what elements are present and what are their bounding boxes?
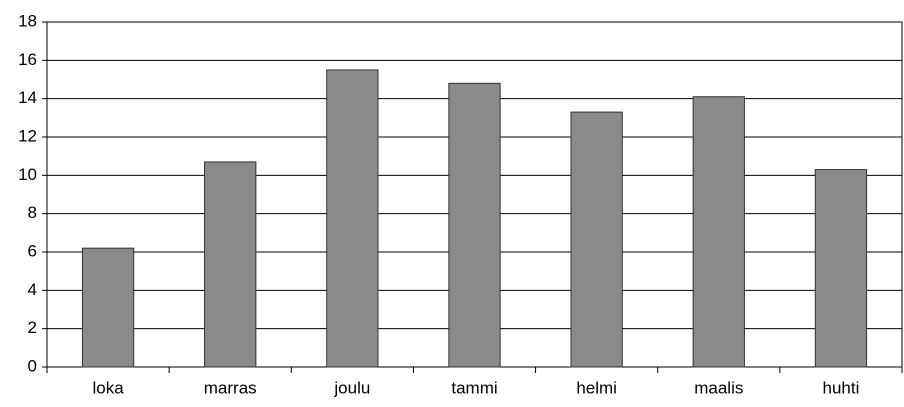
bar <box>570 111 623 368</box>
x-tick-label: helmi <box>576 378 617 397</box>
x-tick-label: maalis <box>694 378 743 397</box>
bar <box>814 169 868 368</box>
y-tick-label: 8 <box>28 203 37 222</box>
bar <box>692 96 745 368</box>
y-tick-label: 4 <box>28 280 37 299</box>
y-tick-label: 12 <box>18 126 37 145</box>
y-tick-label: 18 <box>18 11 37 30</box>
y-tick-label: 6 <box>28 241 37 260</box>
x-tick-label: marras <box>204 378 257 397</box>
y-tick-label: 14 <box>18 88 37 107</box>
bar <box>448 82 501 368</box>
bar <box>81 247 135 368</box>
x-tick-label: joulu <box>333 378 370 397</box>
x-tick-label: huhti <box>822 378 859 397</box>
bar <box>326 69 379 368</box>
y-tick-label: 16 <box>18 50 37 69</box>
x-tick-label: tammi <box>451 378 497 397</box>
bar <box>204 161 257 368</box>
x-tick-label: loka <box>92 378 124 397</box>
y-tick-label: 2 <box>28 318 37 337</box>
y-tick-label: 10 <box>18 165 37 184</box>
y-tick-label: 0 <box>28 356 37 375</box>
